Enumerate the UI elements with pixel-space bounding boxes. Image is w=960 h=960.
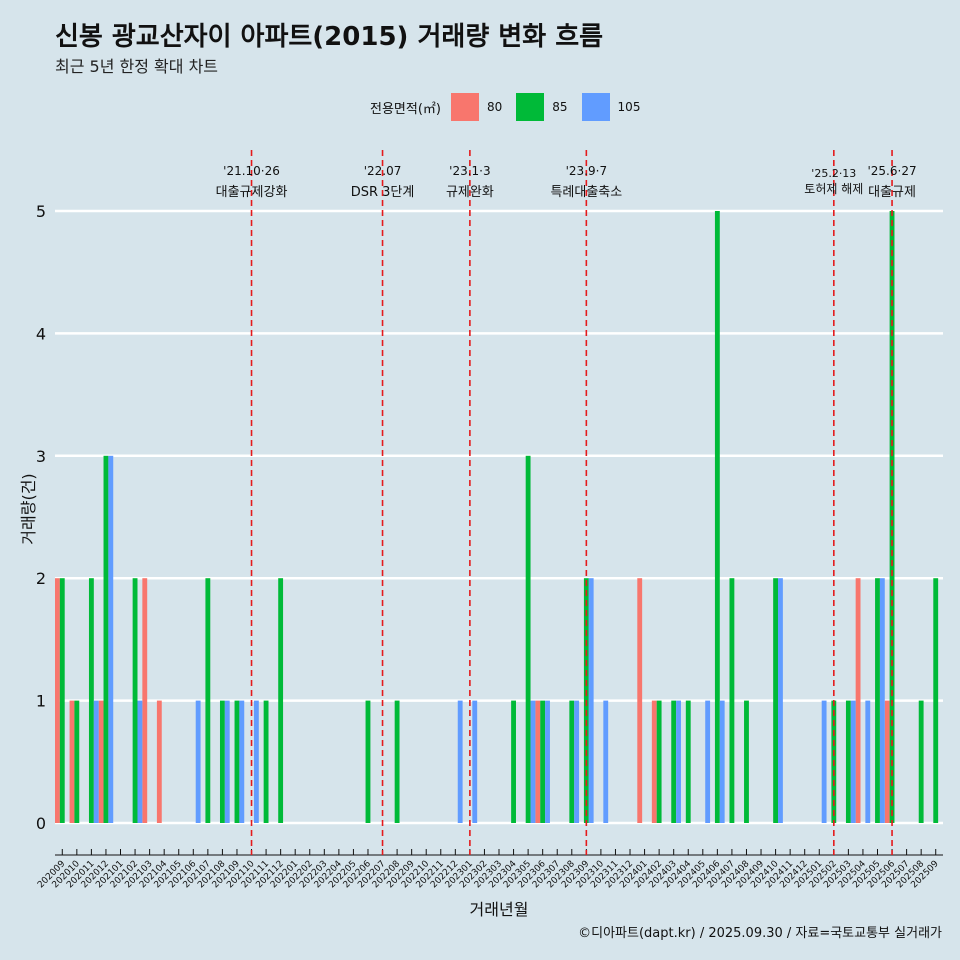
bar-105-202212: [457, 700, 463, 823]
bar-85-202410: [773, 578, 779, 823]
bar-80-202009: [55, 578, 60, 823]
event-date-202309: '23.9·7: [566, 164, 607, 178]
bar-85-202407: [729, 578, 735, 823]
bar-85-202107: [205, 578, 211, 823]
bar-85-202010: [74, 700, 80, 823]
bar-105-202108: [224, 700, 230, 823]
bar-105-202011: [93, 700, 99, 823]
bar-105-202109: [239, 700, 245, 823]
bar-85-202305: [525, 455, 531, 823]
bar-85-202402: [656, 700, 662, 823]
event-label-202309: 특례대출축소: [550, 185, 622, 200]
bar-85-202206: [365, 700, 371, 823]
y-tick-label-2: 2: [36, 569, 46, 588]
bar-80-202103: [142, 578, 148, 823]
bar-85-202011: [88, 578, 94, 823]
event-date-202110: '21.10·26: [223, 164, 280, 178]
bar-105-202501: [821, 700, 827, 823]
legend-label-85: 85: [552, 100, 568, 114]
bar-85-202009: [59, 578, 65, 823]
source-caption: ©디아파트(dapt.kr) / 2025.09.30 / 자료=국토교통부 실…: [578, 926, 942, 941]
y-tick-label-5: 5: [36, 202, 46, 221]
bar-85-202102: [132, 578, 138, 823]
y-tick-label-4: 4: [36, 324, 46, 343]
bar-105-202110: [253, 700, 259, 823]
bar-105-202503: [850, 700, 856, 823]
bar-105-202410: [778, 578, 783, 823]
legend-swatch-80: [450, 93, 479, 121]
bar-105-202308: [574, 700, 580, 823]
legend-swatch-85: [516, 93, 545, 121]
bar-105-202305: [530, 700, 536, 823]
bar-85-202108: [219, 700, 225, 823]
bar-85-202112: [278, 578, 284, 823]
chart-title: 신봉 광교산자이 아파트(2015) 거래량 변화 흐름: [55, 22, 604, 52]
bar-105-202106: [195, 700, 201, 823]
bar-105-202504: [865, 700, 871, 823]
y-tick-label-0: 0: [36, 814, 46, 833]
bar-85-202111: [263, 700, 269, 823]
bar-85-202208: [394, 700, 400, 823]
x-axis-title: 거래년월: [470, 900, 529, 919]
event-label-202207: DSR 3단계: [351, 185, 415, 200]
legend-swatch-105: [581, 93, 610, 121]
bar-85-202109: [234, 700, 240, 823]
bar-80-202504: [855, 578, 861, 823]
legend-label-80: 80: [486, 100, 503, 114]
legend-item-105: 105: [581, 93, 641, 121]
event-date-202502: '25.2·13: [811, 167, 856, 180]
bar-85-202308: [569, 700, 575, 823]
bar-85-202304: [511, 700, 516, 823]
bar-80-202104: [156, 700, 162, 823]
bar-80-202401: [637, 578, 643, 823]
bar-105-202403: [676, 700, 681, 823]
event-date-202207: '22.07: [364, 164, 402, 178]
y-axis-title: 거래량(건): [19, 473, 38, 544]
event-date-202506: '25.6·27: [867, 164, 916, 178]
bar-105-202309: [588, 578, 594, 823]
chart-subtitle: 최근 5년 한정 확대 차트: [55, 57, 219, 76]
event-label-202301: 규제완화: [446, 185, 494, 200]
bar-85-202506: [889, 211, 895, 823]
bar-105-202012: [108, 455, 114, 823]
bar-85-202408: [744, 700, 749, 823]
bar-105-202102: [137, 700, 143, 823]
event-date-202301: '23.1·3: [449, 164, 490, 178]
bar-80-202306: [535, 700, 541, 823]
legend-item-80: 80: [450, 93, 503, 121]
bar-80-202506: [884, 700, 890, 823]
bar-85-202503: [845, 700, 851, 823]
bar-85-202403: [671, 700, 677, 823]
event-label-202506: 대출규제: [868, 185, 916, 200]
bar-80-202010: [69, 700, 75, 823]
bar-85-202508: [918, 700, 924, 823]
bar-85-202404: [685, 700, 691, 823]
bar-85-202509: [933, 578, 939, 823]
bar-85-202406: [714, 211, 720, 823]
bar-105-202406: [719, 700, 725, 823]
event-label-202502: 토허제 해제: [804, 182, 863, 196]
bar-85-202505: [875, 578, 880, 823]
bar-80-202012: [98, 700, 104, 823]
bar-105-202310: [603, 700, 609, 823]
bar-85-202012: [103, 455, 109, 823]
bar-105-202405: [705, 700, 711, 823]
y-tick-label-1: 1: [36, 692, 46, 711]
bar-85-202306: [540, 700, 546, 823]
bar-105-202505: [879, 578, 885, 823]
bar-105-202301: [472, 700, 478, 823]
legend-title: 전용면적(㎡): [370, 101, 441, 117]
bar-80-202402: [651, 700, 657, 823]
legend-label-105: 105: [617, 100, 641, 114]
event-label-202110: 대출규제강화: [216, 185, 288, 200]
legend-item-85: 85: [516, 93, 568, 121]
legend: 전용면적(㎡) 80 85 105: [370, 93, 654, 121]
bar-105-202306: [545, 700, 550, 823]
y-tick-label-3: 3: [36, 447, 46, 466]
